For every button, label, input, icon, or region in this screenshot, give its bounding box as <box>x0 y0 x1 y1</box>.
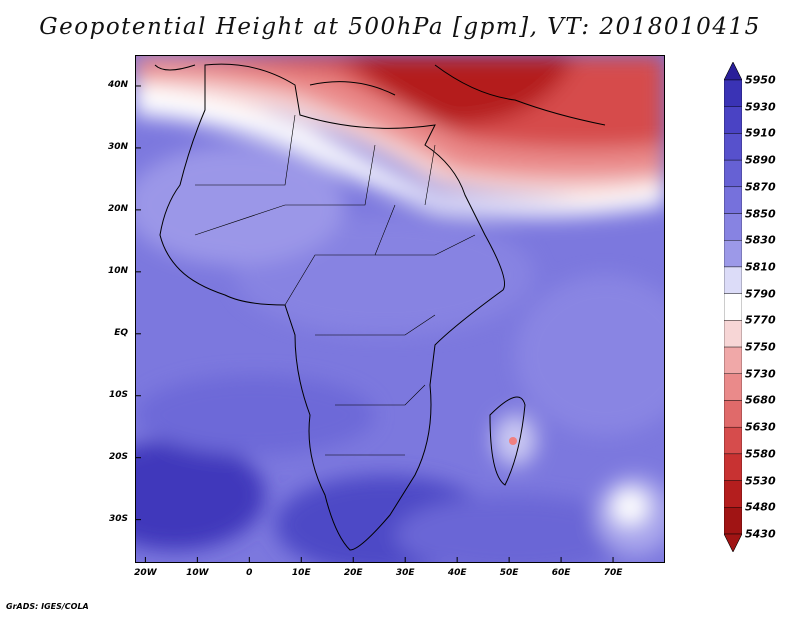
longitude-label: 40E <box>447 568 467 578</box>
latitude-label: 20N <box>107 203 128 214</box>
colorbar-swatch <box>724 186 742 214</box>
colorbar-level-label: 5930 <box>745 100 776 114</box>
colorbar-swatch <box>724 426 742 455</box>
country-borders <box>194 114 476 456</box>
colorbar-level-label: 5680 <box>745 393 776 407</box>
colorbar-level-label: 5910 <box>745 126 776 140</box>
map-title: Geopotential Height at 500hPa [gpm], VT:… <box>39 14 761 40</box>
longitude-label: 30E <box>395 568 415 578</box>
colorbar-swatch <box>724 507 742 535</box>
axis-ticks <box>135 85 614 563</box>
colorbar-level-label: 5730 <box>745 367 776 381</box>
colorbar-swatch <box>724 453 742 481</box>
longitude-label: 10W <box>186 568 209 578</box>
colorbar-level-label: 5580 <box>745 447 776 461</box>
colorbar-swatch <box>724 79 742 107</box>
colorbar-level-label: 5790 <box>745 287 776 301</box>
longitude-label: 50E <box>499 568 519 578</box>
colorbar-swatch <box>724 266 742 294</box>
colorbar-level-label: 5430 <box>745 527 776 541</box>
longitude-label: 20E <box>343 568 363 578</box>
colorbar-level-label: 5480 <box>745 500 776 514</box>
colorbar-swatch <box>724 400 742 428</box>
colorbar-level-label: 5530 <box>745 474 776 488</box>
colorbar <box>724 62 742 552</box>
latitude-label: 40N <box>107 79 128 90</box>
colorbar-swatch <box>724 346 742 374</box>
map-plot <box>135 55 665 563</box>
coastlines <box>154 63 606 551</box>
colorbar-level-label: 5750 <box>745 340 776 354</box>
height-field <box>135 55 665 563</box>
longitude-label: 70E <box>603 568 623 578</box>
colorbar-level-label: 5850 <box>745 207 776 221</box>
longitude-label: 60E <box>551 568 571 578</box>
colorbar-swatch <box>724 133 742 161</box>
colorbar-level-label: 5770 <box>745 313 776 327</box>
grads-credit: GrADS: IGES/COLA <box>6 602 89 611</box>
colorbar-bottom-arrow <box>724 533 742 552</box>
colorbar-swatch <box>724 240 742 268</box>
colorbar-swatch <box>724 373 742 401</box>
latitude-label: 20S <box>108 451 128 462</box>
colorbar-level-label: 5950 <box>745 73 776 87</box>
colorbar-top-arrow <box>724 62 742 81</box>
longitude-label: 0 <box>246 568 253 578</box>
latitude-label: EQ <box>114 327 128 338</box>
colorbar-swatch <box>724 320 742 348</box>
colorbar-swatch <box>724 106 742 134</box>
longitude-label: 20W <box>134 568 157 578</box>
longitude-label: 10E <box>291 568 311 578</box>
colorbar-level-label: 5830 <box>745 233 776 247</box>
latitude-label: 30N <box>107 141 128 152</box>
colorbar-swatch <box>724 480 742 508</box>
colorbar-level-label: 5810 <box>745 260 776 274</box>
colorbar-level-label: 5890 <box>745 153 776 167</box>
map-border <box>135 55 665 563</box>
latitude-label: 30S <box>108 513 128 524</box>
colorbar-swatch <box>724 213 742 241</box>
latitude-label: 10S <box>108 389 128 400</box>
colorbar-level-label: 5630 <box>745 420 776 434</box>
colorbar-swatch <box>724 159 742 188</box>
colorbar-level-label: 5870 <box>745 180 776 194</box>
latitude-label: 10N <box>107 265 128 276</box>
colorbar-swatch <box>724 293 742 321</box>
